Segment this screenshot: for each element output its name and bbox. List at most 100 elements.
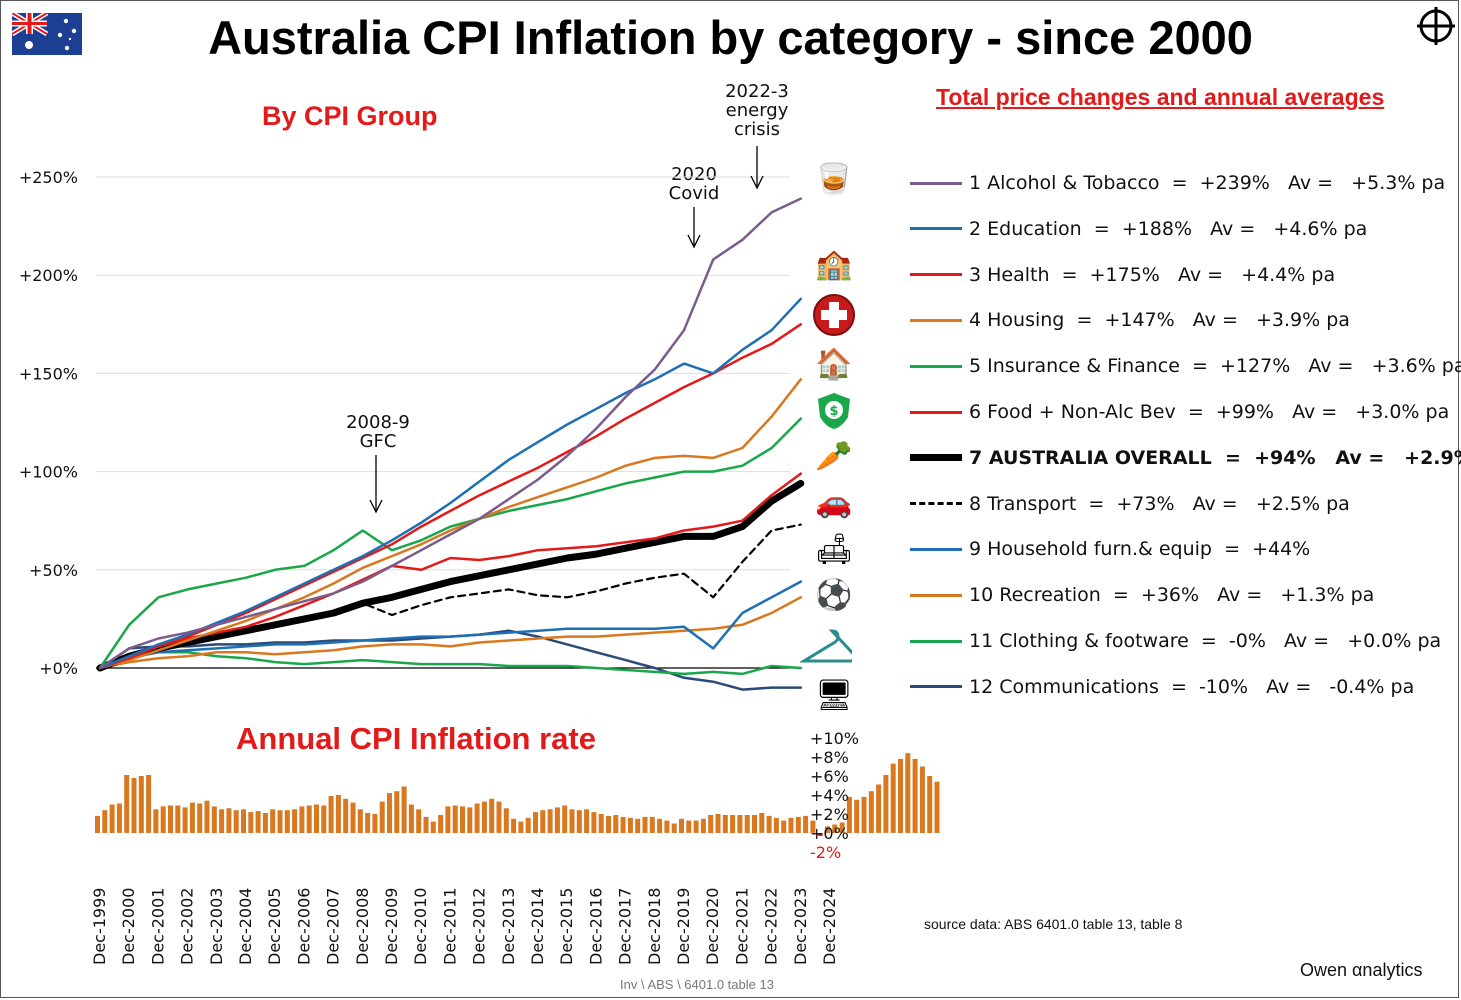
bar-ytick-8: +8% [810, 748, 849, 767]
series-line-9 [98, 580, 803, 670]
inflation-bar [934, 781, 940, 833]
inflation-bar [700, 818, 706, 834]
x-tick-label: Dec-2018 [645, 888, 664, 965]
inflation-bar [540, 810, 546, 833]
inflation-bar [839, 822, 845, 833]
inflation-bar [722, 815, 728, 834]
series-line-6 [98, 472, 803, 670]
inflation-bar [131, 777, 137, 833]
money-shield-icon: $ [808, 392, 860, 430]
inflation-bar [861, 796, 867, 833]
series-line-5 [98, 417, 803, 670]
legend-item-1: 1 Alcohol & Tobacco = +239% Av = +5.3% p… [910, 168, 1445, 198]
x-tick-label: Dec-2007 [324, 888, 343, 965]
inflation-bar [168, 805, 173, 834]
series-line-7 [96, 479, 805, 672]
inflation-bar [306, 805, 312, 834]
legend-swatch [910, 454, 962, 462]
inflation-bar [255, 811, 261, 833]
inflation-bar [737, 815, 743, 834]
x-tick-label: Dec-2016 [586, 888, 605, 965]
svg-text:$: $ [829, 404, 838, 419]
y-tick-label: +150% [19, 364, 78, 383]
inflation-bar [204, 800, 210, 833]
inflation-bar [686, 820, 692, 833]
series-line-11 [98, 651, 803, 676]
legend-item-5: 5 Insurance & Finance = +127% Av = +3.6%… [910, 351, 1461, 381]
annual-inflation-heading: Annual CPI Inflation rate [236, 721, 596, 756]
series-line-2 [98, 297, 803, 670]
x-tick-label: Dec-2001 [148, 888, 167, 965]
inflation-bar [292, 809, 298, 834]
inflation-bar [226, 808, 232, 833]
furniture-icon: 🛋 [814, 532, 854, 566]
legend-item-8: 8 Transport = +73% Av = +2.5% pa [910, 489, 1350, 519]
inflation-bar [649, 816, 655, 833]
legend-item-9: 9 Household furn.& equip = +44% [910, 534, 1310, 564]
by-cpi-group-heading: By CPI Group [262, 101, 438, 131]
inflation-bar [817, 833, 823, 836]
x-tick-label: Dec-2003 [207, 888, 226, 965]
inflation-bar [854, 799, 860, 834]
inflation-bar [379, 801, 385, 833]
x-tick-label: Dec-2008 [353, 888, 372, 965]
inflation-bar [445, 806, 451, 833]
inflation-bar [460, 806, 465, 833]
hanger-icon [800, 628, 852, 666]
inflation-bar [569, 809, 575, 834]
inflation-bar [825, 826, 830, 833]
inflation-bar [613, 815, 619, 834]
inflation-bar [591, 812, 597, 833]
legend-swatch [910, 502, 962, 506]
inflation-bar [766, 815, 772, 833]
brand-logo: Owen αnalytics [1300, 960, 1423, 980]
legend-swatch [910, 181, 962, 185]
inflation-bar [182, 807, 188, 834]
bar-ytick-2: +2% [810, 805, 849, 824]
legend-swatch [910, 227, 962, 231]
inflation-bar [262, 813, 268, 833]
gfc-annotation: 2008-9 GFC [346, 412, 410, 452]
inflation-bar [788, 817, 794, 833]
y-tick-label: +100% [19, 463, 78, 482]
inflation-bar [241, 809, 246, 834]
inflation-bar [211, 806, 217, 833]
bar-ytick-6: +6% [810, 767, 849, 786]
inflation-bar [657, 818, 663, 834]
food-icon: 🥕 [815, 439, 853, 473]
legend-item-10: 10 Recreation = +36% Av = +1.3% pa [910, 580, 1374, 610]
inflation-bar [635, 818, 641, 834]
legend-item-11: 11 Clothing & footware = -0% Av = +0.0% … [910, 626, 1441, 656]
inflation-bar [598, 814, 604, 833]
x-tick-label: Dec-1999 [90, 888, 109, 965]
inflation-bar [708, 815, 714, 834]
inflation-bar [620, 816, 626, 833]
inflation-bar [876, 784, 882, 833]
bar-ytick-0: +0% [810, 824, 849, 843]
legend-label: 2 Education = +188% Av = +4.6% pa [969, 217, 1368, 240]
inflation-bar [394, 791, 400, 833]
inflation-bar [365, 813, 371, 833]
legend-label: 6 Food + Non-Alc Bev = +99% Av = +3.0% p… [969, 401, 1450, 423]
legend-item-2: 2 Education = +188% Av = +4.6% pa [910, 214, 1367, 244]
inflation-bar [562, 805, 568, 834]
inflation-bar [795, 816, 801, 833]
inflation-bar [357, 809, 363, 834]
ball-icon: ⚽ [815, 578, 853, 612]
inflation-bar [387, 793, 392, 833]
inflation-bar [401, 786, 407, 834]
inflation-bar [664, 820, 670, 833]
inflation-bar [627, 817, 633, 833]
x-tick-label: Dec-2019 [674, 888, 693, 965]
legend-swatch [910, 364, 962, 368]
inflation-bar [759, 813, 765, 833]
legend-swatch [910, 593, 962, 597]
legend-item-7: 7 AUSTRALIA OVERALL = +94% Av = +2.9% pa [910, 443, 1461, 473]
series-line-3 [98, 323, 803, 670]
footer-path: Inv \ ABS \ 6401.0 table 13 [620, 977, 774, 992]
inflation-bar [919, 766, 925, 833]
x-tick-label: Dec-2002 [178, 888, 197, 965]
x-tick-label: Dec-2010 [411, 888, 430, 965]
